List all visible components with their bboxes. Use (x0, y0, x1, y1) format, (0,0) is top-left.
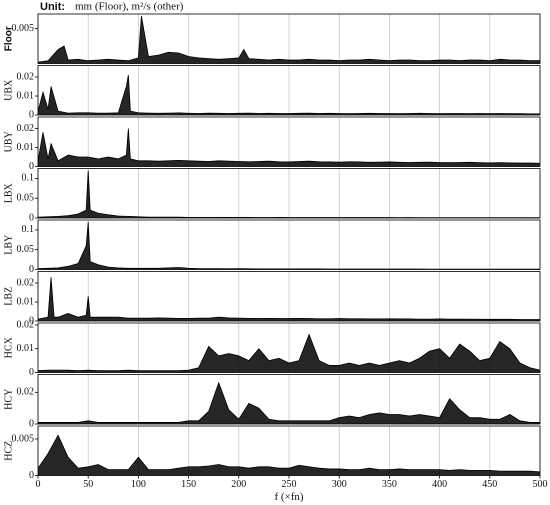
x-tick-label: 350 (382, 479, 397, 490)
x-tick-label: 50 (83, 479, 93, 490)
spectrum-line (38, 381, 540, 423)
y-tick-label: 0 (29, 470, 34, 481)
spectrum-line (37, 128, 541, 164)
y-tick-label: 0.05 (17, 193, 35, 204)
y-tick-label: 0.02 (17, 319, 35, 330)
y-tick-label: 0.01 (17, 90, 35, 101)
y-tick-label: 0.1 (22, 224, 35, 235)
y-tick-label: 0 (29, 161, 34, 172)
spectrum-line (37, 277, 540, 320)
x-tick-label: 300 (332, 479, 347, 490)
spectrum-line (37, 434, 541, 473)
y-tick-label: 0.02 (17, 71, 35, 82)
x-tick-label: 100 (131, 479, 146, 490)
x-tick-label: 500 (533, 479, 548, 490)
y-tick-label: 0.02 (17, 123, 35, 134)
title-unit: mm (Floor), m²/s (other) (75, 1, 184, 13)
y-tick-label: 0 (29, 212, 34, 223)
y-tick-label: 0.01 (17, 296, 35, 307)
y-axis-label: LBY (3, 235, 14, 255)
y-tick-label: 0 (29, 264, 34, 275)
spectrum-line (37, 221, 540, 270)
y-axis-label: LBX (3, 182, 14, 203)
y-tick-label: 0.02 (17, 277, 35, 288)
y-axis-label: UBY (3, 131, 14, 152)
spectrum-area (38, 334, 540, 373)
y-tick-label: 0 (29, 315, 34, 326)
y-tick-label: 0.05 (17, 244, 35, 255)
spectrum-area (38, 435, 540, 476)
spectrum-line (37, 333, 541, 372)
y-axis-label: HCZ (3, 441, 14, 461)
y-tick-label: 0 (29, 367, 34, 378)
x-axis-label: f (×fn) (274, 491, 303, 503)
y-tick-label: 0 (29, 418, 34, 429)
y-tick-label: 0.01 (17, 343, 35, 354)
title-prefix: Unit: (40, 1, 65, 13)
spectrum-area (38, 382, 540, 424)
y-axis-label: HCX (3, 336, 14, 358)
y-tick-label: 0 (29, 109, 34, 120)
y-tick-label: 0.01 (17, 142, 35, 153)
x-tick-label: 0 (36, 479, 41, 490)
y-axis-label: UBX (3, 79, 14, 101)
x-tick-label: 450 (482, 479, 497, 490)
y-tick-label: 0.02 (17, 387, 35, 398)
x-tick-label: 200 (231, 479, 246, 490)
x-tick-label: 400 (432, 479, 447, 490)
spectrum-area (38, 277, 540, 321)
x-tick-label: 150 (181, 479, 196, 490)
spectrum-line (37, 15, 540, 63)
y-axis-label: HCY (3, 389, 14, 410)
spectrum-area (38, 128, 540, 167)
y-tick-label: 0.005 (12, 433, 35, 444)
spectrum-line (37, 170, 540, 219)
y-tick-label: 0.1 (22, 173, 35, 184)
x-tick-label: 250 (282, 479, 297, 490)
y-tick-label: 0.005 (12, 23, 35, 34)
spectrum-line (37, 75, 540, 115)
y-axis-label: LBZ (3, 287, 14, 306)
y-axis-label: Floor (4, 26, 15, 51)
